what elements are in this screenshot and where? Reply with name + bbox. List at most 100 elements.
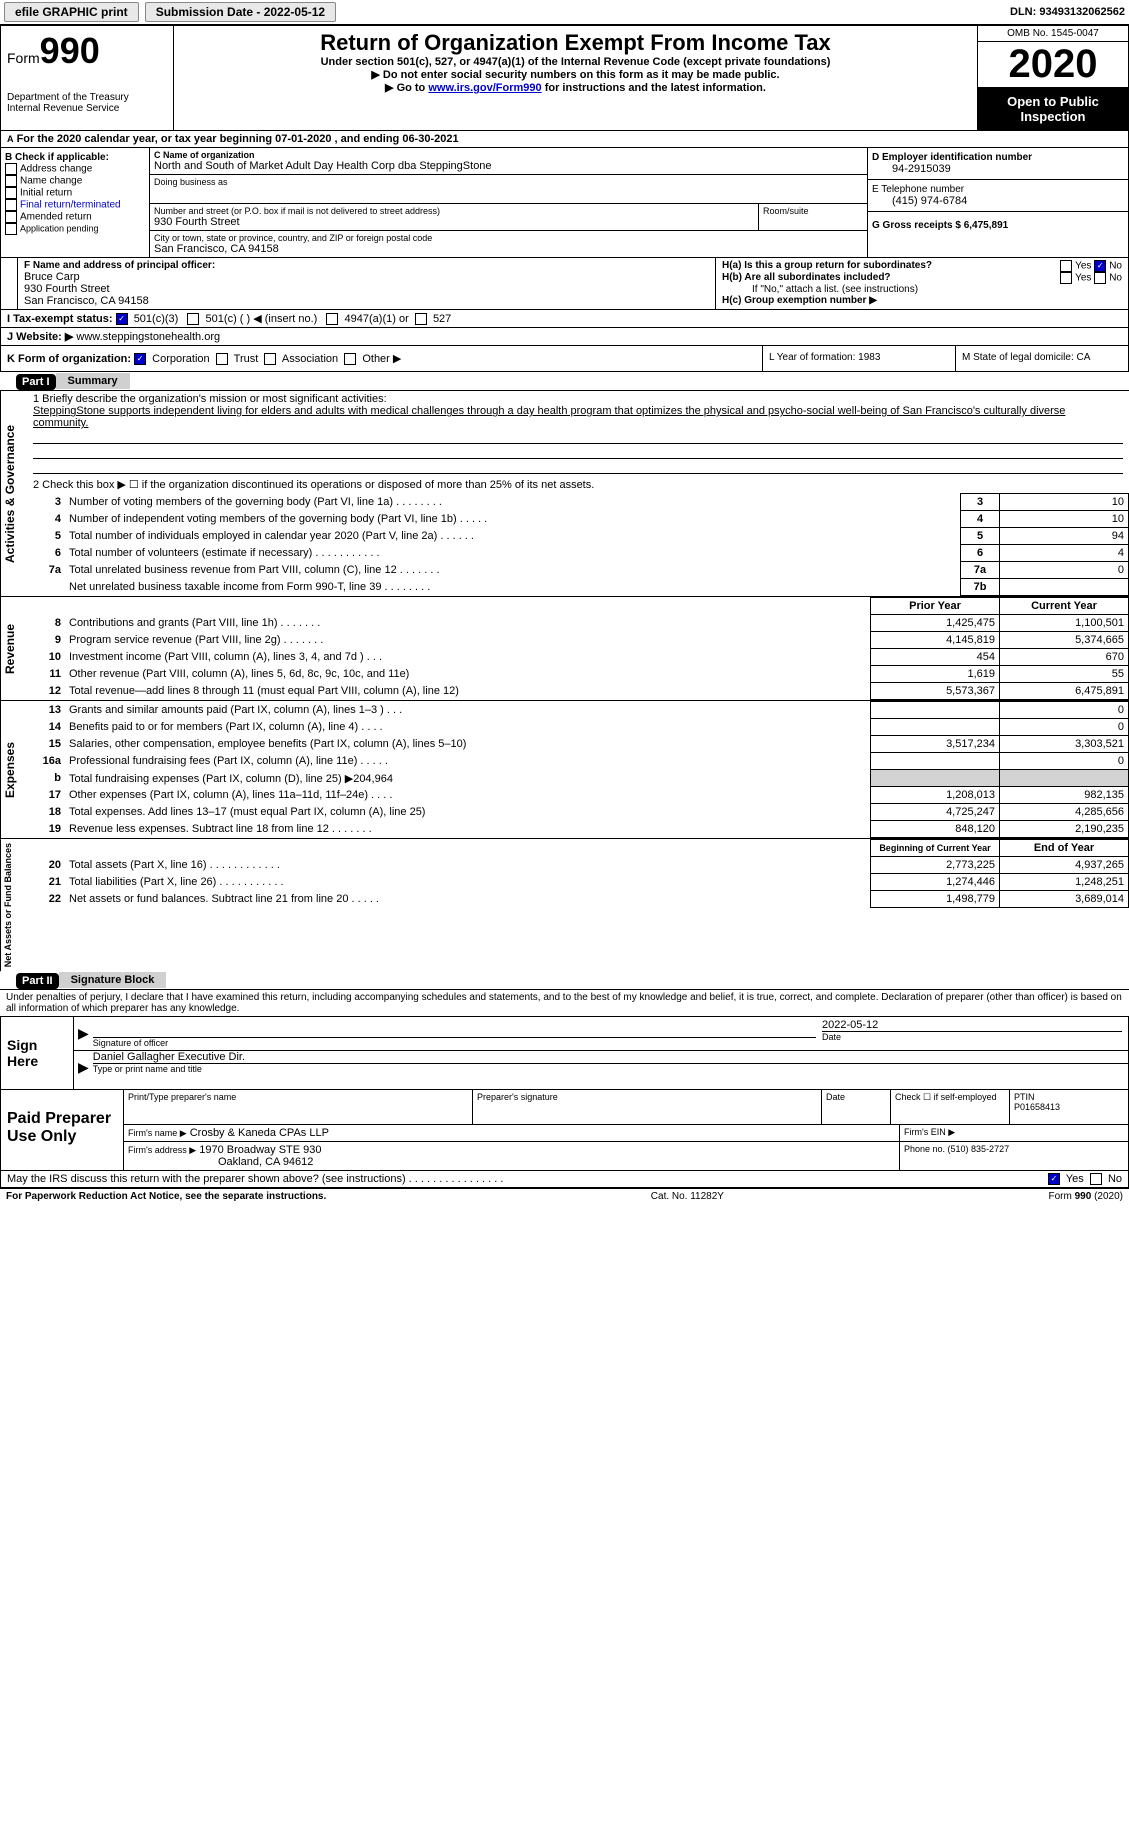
discuss-yes[interactable]: ✓ — [1048, 1173, 1060, 1185]
firm-addr: 1970 Broadway STE 930 — [199, 1144, 321, 1156]
table-row: 12 Total revenue—add lines 8 through 11 … — [27, 683, 1129, 700]
hb-label: H(b) Are all subordinates included? — [722, 272, 891, 283]
governance-label: Activities & Governance — [0, 391, 27, 596]
note-ssn: ▶ Do not enter social security numbers o… — [180, 68, 971, 81]
website-value: www.steppingstonehealth.org — [76, 331, 220, 343]
check-527[interactable] — [415, 313, 427, 325]
table-row: 4 Number of independent voting members o… — [27, 511, 1129, 528]
ein-label: D Employer identification number — [872, 152, 1124, 163]
firm-name-label: Firm's name ▶ — [128, 1128, 187, 1138]
firm-addr-label: Firm's address ▶ — [128, 1145, 196, 1155]
discuss-no[interactable] — [1090, 1173, 1102, 1185]
room-suite-label: Room/suite — [758, 204, 867, 230]
table-row: 17 Other expenses (Part IX, column (A), … — [27, 787, 1129, 804]
opt-association: Association — [282, 353, 338, 365]
hc-label: H(c) Group exemption number ▶ — [722, 295, 877, 306]
topbar: efile GRAPHIC print Submission Date - 20… — [0, 0, 1129, 25]
table-row: 22 Net assets or fund balances. Subtract… — [27, 891, 1129, 908]
table-row: 14 Benefits paid to or for members (Part… — [27, 719, 1129, 736]
label-name-change: Name change — [20, 176, 82, 187]
form-header: Form990 Department of the Treasury Inter… — [0, 25, 1129, 131]
label-amended: Amended return — [20, 212, 92, 223]
irs-link[interactable]: www.irs.gov/Form990 — [428, 82, 541, 94]
tax-period-text: For the 2020 calendar year, or tax year … — [17, 133, 459, 145]
paid-preparer-label: Paid Preparer Use Only — [1, 1090, 124, 1170]
table-row: 5 Total number of individuals employed i… — [27, 528, 1129, 545]
dln: DLN: 93493132062562 — [1010, 6, 1125, 18]
label-address-change: Address change — [20, 164, 92, 175]
check-name-change[interactable] — [5, 175, 17, 187]
tax-year: 2020 — [978, 42, 1128, 88]
submission-date-button[interactable]: Submission Date - 2022-05-12 — [145, 2, 336, 22]
prep-date-label: Date — [822, 1090, 891, 1124]
header-right: OMB No. 1545-0047 2020 Open to Public In… — [977, 26, 1128, 130]
form-word: Form — [7, 50, 40, 66]
table-row: 6 Total number of volunteers (estimate i… — [27, 545, 1129, 562]
dept-treasury: Department of the Treasury Internal Reve… — [7, 92, 167, 114]
hb-no[interactable] — [1094, 272, 1106, 284]
line1-label: 1 Briefly describe the organization's mi… — [33, 393, 1123, 405]
dba-label: Doing business as — [154, 177, 863, 187]
box-b: B Check if applicable: Address change Na… — [1, 148, 150, 257]
opt-trust: Trust — [234, 353, 259, 365]
officer-city: San Francisco, CA 94158 — [24, 295, 709, 307]
governance-table: 3 Number of voting members of the govern… — [27, 493, 1129, 596]
ha-yes-label: Yes — [1075, 261, 1091, 272]
sign-here-label: Sign Here — [1, 1017, 74, 1089]
check-501c[interactable] — [187, 313, 199, 325]
footer: For Paperwork Reduction Act Notice, see … — [0, 1188, 1129, 1204]
box-i-label: I Tax-exempt status: — [7, 313, 113, 325]
check-4947[interactable] — [326, 313, 338, 325]
discuss-question: May the IRS discuss this return with the… — [7, 1173, 1048, 1185]
date-label: Date — [822, 1031, 1122, 1042]
table-row: 3 Number of voting members of the govern… — [27, 494, 1129, 511]
form-ref: Form 990 (2020) — [1049, 1191, 1123, 1202]
header-left: Form990 Department of the Treasury Inter… — [1, 26, 174, 130]
check-app-pending[interactable] — [5, 223, 17, 235]
sig-date: 2022-05-12 — [822, 1019, 1122, 1031]
header-mid: Return of Organization Exempt From Incom… — [174, 26, 977, 130]
table-row: 11 Other revenue (Part VIII, column (A),… — [27, 666, 1129, 683]
ha-label: H(a) Is this a group return for subordin… — [722, 260, 932, 271]
discuss-no-label: No — [1108, 1173, 1122, 1185]
note-goto-pre: ▶ Go to — [385, 82, 428, 94]
check-501c3[interactable]: ✓ — [116, 313, 128, 325]
check-corporation[interactable]: ✓ — [134, 353, 146, 365]
ha-no-label: No — [1109, 261, 1122, 272]
ha-yes[interactable] — [1060, 260, 1072, 272]
check-final-return[interactable] — [5, 199, 17, 211]
table-row: 10 Investment income (Part VIII, column … — [27, 649, 1129, 666]
check-initial-return[interactable] — [5, 187, 17, 199]
opt-corporation: Corporation — [152, 353, 209, 365]
part1-header: Part I — [16, 374, 56, 390]
declaration: Under penalties of perjury, I declare th… — [0, 989, 1129, 1016]
table-row: 13 Grants and similar amounts paid (Part… — [27, 702, 1129, 719]
cat-no: Cat. No. 11282Y — [651, 1191, 724, 1202]
hb-no-label: No — [1109, 273, 1122, 284]
check-trust[interactable] — [216, 353, 228, 365]
type-name-label: Type or print name and title — [93, 1063, 1128, 1074]
note-goto-post: for instructions and the latest informat… — [542, 82, 766, 94]
expenses-table: 13 Grants and similar amounts paid (Part… — [27, 701, 1129, 838]
firm-name: Crosby & Kaneda CPAs LLP — [190, 1127, 329, 1139]
box-right: D Employer identification number 94-2915… — [867, 148, 1128, 257]
phone-value: (415) 974-6784 — [872, 195, 1124, 207]
opt-4947: 4947(a)(1) or — [345, 313, 409, 325]
open-to-public: Open to Public Inspection — [978, 88, 1128, 130]
opt-527: 527 — [433, 313, 451, 325]
box-f-label: F Name and address of principal officer: — [24, 260, 709, 271]
box-c: C Name of organization North and South o… — [150, 148, 867, 257]
officer-addr: 930 Fourth Street — [24, 283, 709, 295]
efile-print-button[interactable]: efile GRAPHIC print — [4, 2, 139, 22]
check-amended[interactable] — [5, 211, 17, 223]
table-row: b Total fundraising expenses (Part IX, c… — [27, 770, 1129, 787]
check-association[interactable] — [264, 353, 276, 365]
check-address-change[interactable] — [5, 163, 17, 175]
ha-no[interactable]: ✓ — [1094, 260, 1106, 272]
self-employed: Check ☐ if self-employed — [891, 1090, 1010, 1124]
netassets-table: Beginning of Current Year End of Year20 … — [27, 839, 1129, 908]
hb-yes[interactable] — [1060, 272, 1072, 284]
check-other[interactable] — [344, 353, 356, 365]
sign-here-section: Sign Here ▶ Signature of officer 2022-05… — [0, 1016, 1129, 1090]
discuss-yes-label: Yes — [1066, 1173, 1084, 1185]
